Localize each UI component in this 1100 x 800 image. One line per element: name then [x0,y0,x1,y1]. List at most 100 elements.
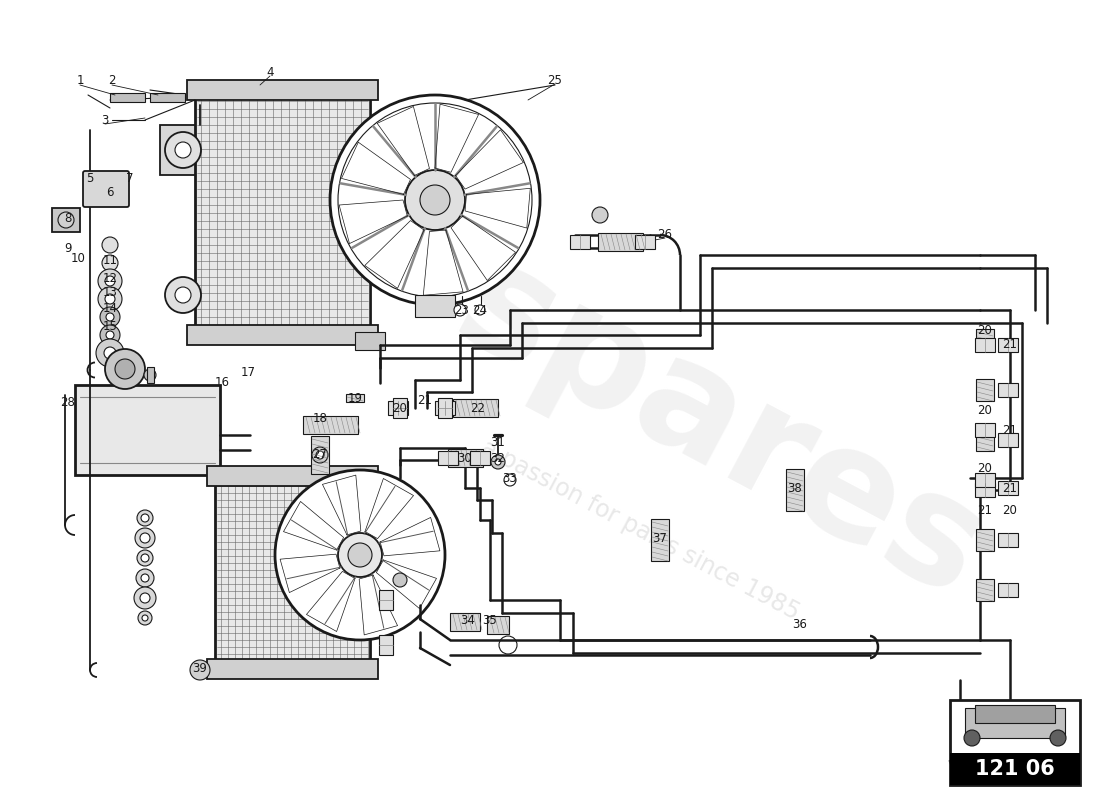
Polygon shape [381,518,440,556]
Circle shape [104,294,116,304]
Circle shape [370,588,394,612]
Bar [346,394,364,402]
Polygon shape [451,216,516,281]
Text: 20: 20 [978,403,992,417]
Bar [975,423,996,437]
Circle shape [98,287,122,311]
Circle shape [964,730,980,746]
Bar [487,616,509,634]
Circle shape [338,533,382,577]
Bar [207,466,378,486]
Circle shape [100,307,120,327]
Circle shape [141,514,149,522]
Text: 13: 13 [102,286,118,298]
Bar [651,519,669,561]
Bar [448,449,483,467]
Circle shape [175,287,191,303]
Text: 18: 18 [312,411,328,425]
Bar [998,338,1018,352]
Circle shape [495,459,500,465]
Bar [187,80,378,100]
Text: 16: 16 [214,375,230,389]
Text: 36: 36 [793,618,807,631]
Circle shape [1050,730,1066,746]
Circle shape [165,132,201,168]
Bar [388,401,408,415]
Text: 20: 20 [393,402,407,414]
Polygon shape [434,104,478,172]
Circle shape [138,611,152,625]
Bar [976,579,994,601]
Bar [950,700,1080,785]
Text: 39: 39 [192,662,208,674]
Text: a passion for parts since 1985: a passion for parts since 1985 [476,435,803,625]
Circle shape [190,660,210,680]
Bar [311,436,329,474]
Text: 17: 17 [241,366,255,378]
Circle shape [348,543,372,567]
Text: 28: 28 [60,395,76,409]
Text: 8: 8 [64,211,72,225]
Bar [976,529,994,551]
Circle shape [138,550,153,566]
Circle shape [370,518,394,542]
Text: 20: 20 [978,323,992,337]
Text: 14: 14 [102,302,118,314]
Polygon shape [365,221,425,288]
Bar [379,590,393,610]
Circle shape [475,305,485,315]
Circle shape [504,474,516,486]
Bar [379,635,393,655]
Text: 20: 20 [978,462,992,474]
Bar [147,367,154,383]
Circle shape [312,447,328,463]
Circle shape [116,359,135,379]
Polygon shape [339,200,407,243]
Bar [110,93,145,102]
Circle shape [393,573,407,587]
FancyBboxPatch shape [82,171,129,207]
Bar [598,233,644,251]
Bar [998,481,1018,495]
Circle shape [144,369,156,381]
Bar [207,659,378,679]
Polygon shape [465,188,530,228]
Bar [786,469,804,511]
Bar [998,383,1018,397]
Text: 31: 31 [491,437,505,450]
Text: 11: 11 [102,254,118,266]
Bar [975,705,1055,723]
Circle shape [592,207,608,223]
Circle shape [100,325,120,345]
Text: 24: 24 [473,303,487,317]
Circle shape [136,569,154,587]
Bar [975,483,996,497]
Polygon shape [365,478,414,538]
Bar [434,401,455,415]
Text: 21: 21 [1002,482,1018,494]
Bar [998,433,1018,447]
Circle shape [338,103,532,297]
Bar [438,451,458,465]
Text: 26: 26 [658,229,672,242]
Text: 121 06: 121 06 [975,759,1055,779]
Polygon shape [455,130,524,189]
Circle shape [134,587,156,609]
Bar [214,480,370,665]
Circle shape [275,470,446,640]
Text: 5: 5 [86,171,94,185]
Bar [635,235,654,249]
Circle shape [102,255,118,271]
Polygon shape [376,560,437,609]
Bar [75,385,220,475]
Circle shape [175,142,191,158]
Polygon shape [280,554,340,593]
Bar [976,329,994,351]
Text: 10: 10 [70,251,86,265]
Text: 23: 23 [454,303,470,317]
Text: 9: 9 [64,242,72,254]
Text: 4: 4 [266,66,274,78]
Circle shape [140,593,150,603]
Bar [438,398,452,418]
Polygon shape [424,230,463,295]
